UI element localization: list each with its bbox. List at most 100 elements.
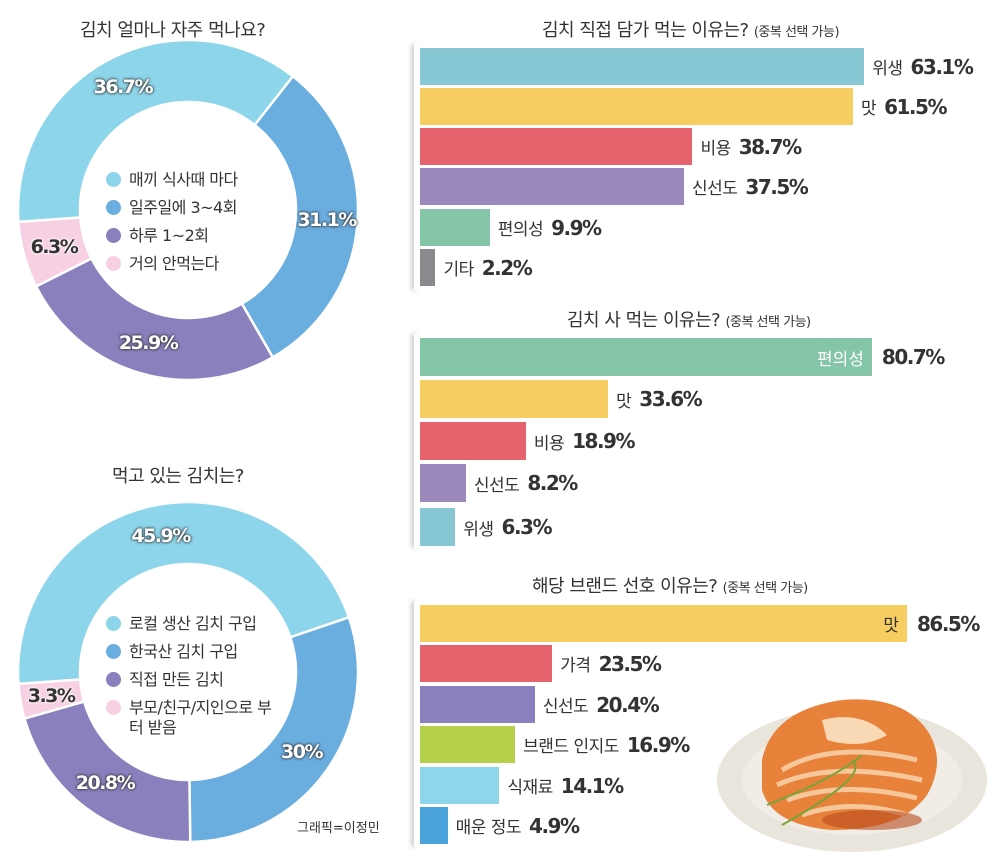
bar-value-label: 20.4% (596, 692, 659, 717)
legend-item: 매끼 식사때 마다 (106, 170, 238, 190)
bar-category-label: 위생 (463, 519, 494, 540)
slice-value-label: 31.1% (297, 208, 357, 231)
bar-value-label: 80.7% (881, 345, 945, 369)
bar-category-label: 신선도 (692, 179, 738, 199)
diy-subtitle: (중복 선택 가능) (753, 25, 840, 40)
legend-item: 하루 1~2회 (106, 226, 238, 246)
bar-value-label: 4.9% (529, 813, 580, 838)
bar-label: 맛 61.5% (860, 88, 948, 125)
bar-value-label: 9.9% (551, 215, 602, 240)
legend-label: 거의 안먹는다 (129, 254, 219, 273)
bar-category-label: 비용 (700, 139, 731, 159)
bar-label: 가격 23.5% (560, 645, 662, 682)
legend-swatch (106, 672, 121, 687)
slice-value-label: 3.3% (27, 684, 76, 707)
bar-category-label: 기타 (443, 260, 474, 280)
bar-value-label: 14.1% (560, 773, 624, 798)
donut-slice (17, 216, 94, 289)
bar (420, 464, 466, 502)
bar-axis (414, 601, 420, 847)
bar-label: 비용 38.7% (700, 128, 802, 165)
legend-swatch (106, 200, 121, 215)
bar-value-label: 38.7% (738, 134, 802, 159)
legend-swatch (106, 256, 121, 271)
bar-label: 식재료 14.1% (507, 767, 624, 804)
slice-value-label: 45.9% (131, 524, 191, 547)
bar-inside-label: 맛 (883, 605, 907, 642)
bar-value-label: 16.9% (626, 732, 690, 757)
bar (420, 508, 456, 546)
freq-title: 김치 얼마나 자주 먹나요? (80, 20, 266, 41)
legend-label: 부모/친구/지인으로 부터 받음 (129, 698, 272, 737)
bar-label: 브랜드 인지도 16.9% (523, 726, 690, 763)
bar-inside-label: 편의성 (817, 338, 872, 376)
legend-swatch (106, 228, 121, 243)
bar (420, 168, 684, 205)
bar-category-label: 맛 (616, 391, 632, 412)
slice-value-label: 36.7% (93, 76, 154, 99)
legend-label: 하루 1~2회 (129, 226, 209, 245)
bar (420, 48, 865, 85)
bar-value-label: 2.2% (481, 255, 533, 280)
bar-value-label: 6.3% (501, 515, 553, 539)
bar-label: 신선도 20.4% (542, 686, 660, 723)
donut-slice (17, 678, 86, 721)
donut-slice (16, 500, 351, 686)
bar-category-label: 신선도 (473, 475, 520, 496)
bar-category-label: 편의성 (816, 349, 864, 370)
legend-label: 직접 만든 김치 (129, 670, 224, 689)
bar-category-label: 맛 (860, 99, 877, 119)
bar-category-label: 맛 (883, 616, 899, 636)
bar-category-label: 식재료 (507, 778, 553, 798)
bar (420, 338, 872, 376)
bar (420, 128, 693, 165)
legend-swatch (106, 172, 121, 187)
donut-slice (188, 615, 360, 844)
bar-category-label: 매운 정도 (455, 818, 522, 838)
bar-value-label: 61.5% (884, 94, 947, 119)
legend-item: 한국산 김치 구입 (106, 642, 279, 662)
donut-slice (240, 74, 360, 360)
brand-title-text: 해당 브랜드 선호 이유는? (532, 576, 718, 597)
bar (420, 380, 609, 418)
bar (420, 645, 553, 682)
bar-label: 비용 18.9% (534, 422, 636, 460)
brand-subtitle: (중복 선택 가능) (722, 581, 809, 596)
legend-label: 매끼 식사때 마다 (129, 170, 238, 189)
slice-value-label: 6.3% (30, 235, 79, 258)
legend-item: 로컬 생산 김치 구입 (106, 614, 279, 634)
bar-category-label: 브랜드 인지도 (523, 737, 619, 757)
legend-item: 거의 안먹는다 (106, 254, 238, 274)
bar-label: 86.5% (909, 605, 980, 642)
legend-label: 로컬 생산 김치 구입 (129, 614, 257, 633)
legend-swatch (106, 616, 121, 631)
legend-item: 일주일에 3~4회 (106, 198, 238, 218)
graphic-credit: 그래픽=이정민 (297, 821, 380, 836)
bar (420, 686, 535, 723)
legend-item: 직접 만든 김치 (106, 670, 279, 690)
bar-category-label: 신선도 (542, 697, 589, 717)
bar-axis (414, 44, 420, 290)
slice-value-label: 20.8% (75, 772, 136, 795)
bar-label: 신선도 8.2% (473, 464, 578, 502)
legend-swatch (106, 644, 121, 659)
bar-label: 위생 6.3% (463, 508, 553, 546)
bar (420, 767, 500, 804)
donut-slice (16, 38, 295, 224)
bar (420, 209, 490, 246)
slice-value-label: 25.9% (118, 332, 179, 355)
bar-value-label: 37.5% (745, 174, 808, 199)
brand-title: 해당 브랜드 선호 이유는? (중복 선택 가능) (532, 572, 808, 598)
legend-item: 부모/친구/지인으로 부터 받음 (106, 698, 279, 738)
bar-category-label: 편의성 (497, 220, 544, 240)
bar-label: 맛 33.6% (616, 380, 703, 418)
donut-slice (34, 256, 275, 382)
bar (420, 605, 907, 642)
bar-label: 신선도 37.5% (692, 168, 809, 205)
bar-value-label: 63.1% (910, 54, 974, 79)
bar-label: 편의성 9.9% (497, 209, 602, 246)
bar-label: 위생 63.1% (872, 48, 974, 85)
legend-swatch (106, 700, 121, 715)
